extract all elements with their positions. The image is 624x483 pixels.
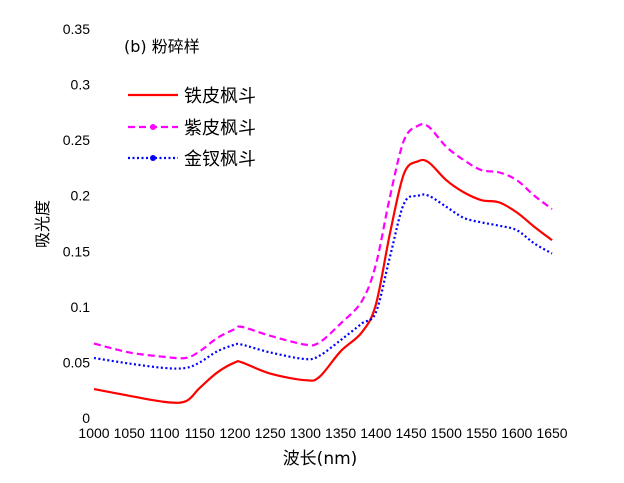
- x-tick-label: 1200: [219, 425, 250, 441]
- x-tick-label: 1250: [255, 425, 286, 441]
- legend-marker: [150, 155, 156, 161]
- series-line-3: [93, 193, 553, 370]
- x-tick-label: 1300: [290, 425, 321, 441]
- y-tick-label: 0.3: [71, 77, 91, 93]
- y-axis-ticks: 0 0.05 0.1 0.15 0.2 0.25 0.3 0.35: [63, 21, 90, 426]
- x-tick-label: 1000: [78, 425, 109, 441]
- y-tick-label: 0.15: [63, 243, 90, 259]
- legend-label: 紫皮枫斗: [184, 118, 256, 139]
- x-tick-label: 1550: [466, 425, 497, 441]
- x-tick-label: 1350: [325, 425, 356, 441]
- legend-marker: [150, 124, 156, 130]
- x-tick-label: 1400: [360, 425, 391, 441]
- y-tick-label: 0.1: [71, 299, 91, 315]
- x-tick-label: 1050: [114, 425, 145, 441]
- x-tick-label: 1100: [149, 425, 179, 441]
- y-tick-label: 0.25: [63, 132, 90, 148]
- x-tick-label: 1650: [536, 425, 567, 441]
- x-axis-ticks: 1000 1050 1100 1150 1200 1250 1300 1350 1400 1450…: [78, 425, 567, 441]
- series-lines: [93, 122, 553, 404]
- y-tick-label: 0.05: [63, 354, 90, 370]
- series-line-1: [93, 158, 553, 404]
- y-tick-label: 0.2: [71, 188, 91, 204]
- x-tick-label: 1600: [501, 425, 532, 441]
- chart-title: (b) 粉碎样: [124, 37, 200, 56]
- x-axis-label: 波长(nm): [283, 449, 358, 469]
- x-tick-label: 1450: [395, 425, 426, 441]
- x-tick-label: 1500: [431, 425, 462, 441]
- legend-label: 金钗枫斗: [184, 149, 256, 170]
- y-tick-label: 0.35: [63, 21, 90, 37]
- legend-label: 铁皮枫斗: [184, 86, 256, 107]
- x-tick-label: 1150: [185, 425, 215, 441]
- y-axis-label: 吸光度: [33, 200, 52, 248]
- series-line-2: [93, 122, 553, 360]
- y-tick-label: 0: [82, 410, 90, 426]
